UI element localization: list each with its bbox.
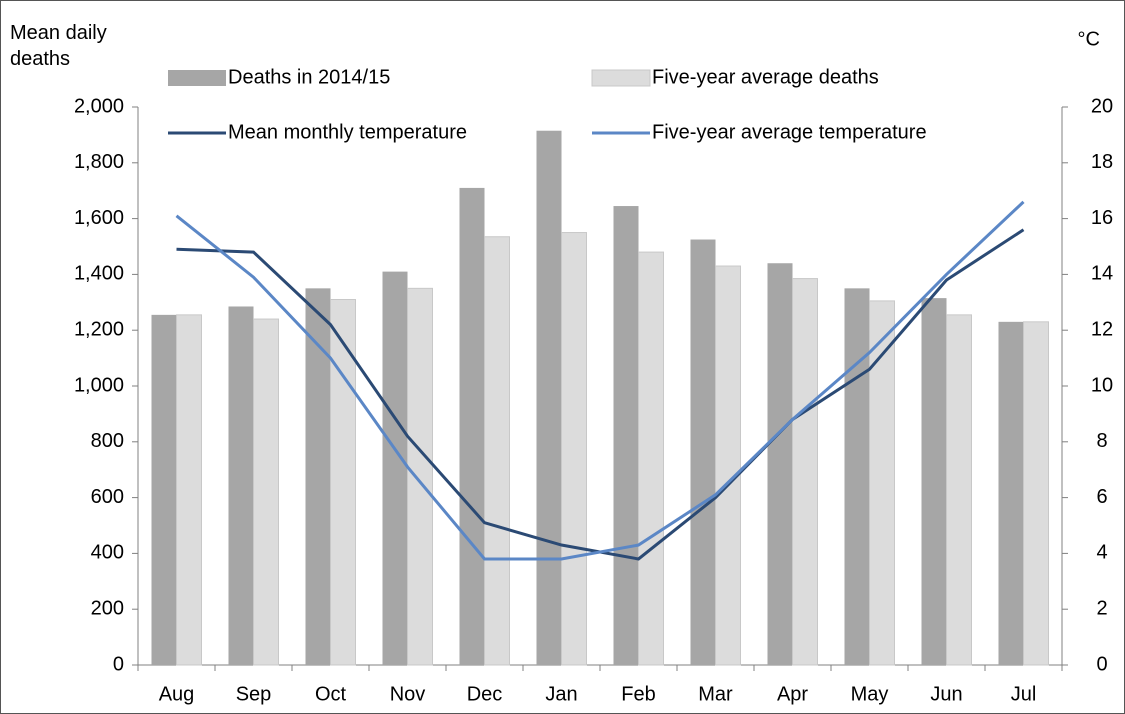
y2-tick-label: 8 [1096, 430, 1107, 452]
bar [767, 263, 793, 665]
y2-tick-label: 18 [1091, 151, 1113, 173]
bar [869, 300, 895, 666]
bar [228, 306, 254, 665]
y-tick-label: 200 [91, 597, 124, 619]
bar [151, 314, 177, 665]
bar [844, 288, 870, 665]
bar [253, 318, 279, 666]
x-tick-label: Feb [621, 683, 655, 705]
y2-tick-label: 20 [1091, 95, 1113, 117]
y-tick-label: 1,000 [74, 374, 124, 396]
bar [330, 299, 356, 666]
bar [382, 271, 408, 665]
line [176, 228, 1025, 561]
bar [792, 278, 818, 666]
y2-tick-label: 2 [1096, 597, 1107, 619]
y-tick-label: 2,000 [74, 95, 124, 117]
y-tick-label: 1,800 [74, 151, 124, 173]
y-tick-label: 600 [91, 486, 124, 508]
x-tick-label: Jul [1011, 683, 1037, 705]
x-tick-label: Aug [159, 683, 195, 705]
bar [715, 265, 741, 666]
legend-swatch [591, 69, 651, 87]
legend-label: Mean monthly temperature [228, 121, 467, 143]
y-axis-label: Mean daily deaths [10, 22, 107, 70]
x-tick-label: Oct [315, 683, 347, 705]
legend-label: Deaths in 2014/15 [228, 66, 390, 88]
y2-tick-label: 4 [1096, 542, 1107, 564]
bar [613, 206, 639, 666]
legend-swatch [168, 70, 226, 86]
x-tick-label: Sep [236, 683, 272, 705]
bar [305, 288, 331, 665]
bar [176, 314, 202, 666]
y2-tick-label: 12 [1091, 318, 1113, 340]
y2-axis-label: °C [1078, 28, 1100, 50]
bar [946, 314, 972, 666]
y2-tick-label: 0 [1096, 653, 1107, 675]
x-tick-label: Dec [467, 683, 503, 705]
bar [536, 130, 562, 666]
bar [407, 287, 433, 666]
y-tick-label: 0 [113, 653, 124, 675]
legend-label: Five-year average deaths [652, 66, 879, 88]
x-tick-label: Jan [545, 683, 577, 705]
x-tick-label: Mar [698, 683, 733, 705]
y-tick-label: 1,400 [74, 263, 124, 285]
x-tick-label: Jun [930, 683, 962, 705]
bar [1023, 321, 1049, 666]
y2-tick-label: 16 [1091, 207, 1113, 229]
bar [921, 298, 947, 665]
y2-tick-label: 14 [1091, 263, 1113, 285]
line [175, 200, 1025, 561]
x-tick-label: Apr [777, 683, 808, 705]
bar [998, 321, 1024, 665]
legend-label: Five-year average temperature [652, 121, 927, 143]
y-tick-label: 800 [91, 430, 124, 452]
y-tick-label: 400 [91, 542, 124, 564]
bar [484, 236, 510, 666]
bar [638, 251, 664, 666]
x-tick-label: May [851, 683, 889, 705]
bar [690, 239, 716, 665]
y-tick-label: 1,600 [74, 207, 124, 229]
y2-tick-label: 10 [1091, 374, 1113, 396]
bar [459, 187, 485, 665]
bar [561, 232, 587, 666]
y2-tick-label: 6 [1096, 486, 1107, 508]
x-tick-label: Nov [390, 683, 426, 705]
y-tick-label: 1,200 [74, 318, 124, 340]
